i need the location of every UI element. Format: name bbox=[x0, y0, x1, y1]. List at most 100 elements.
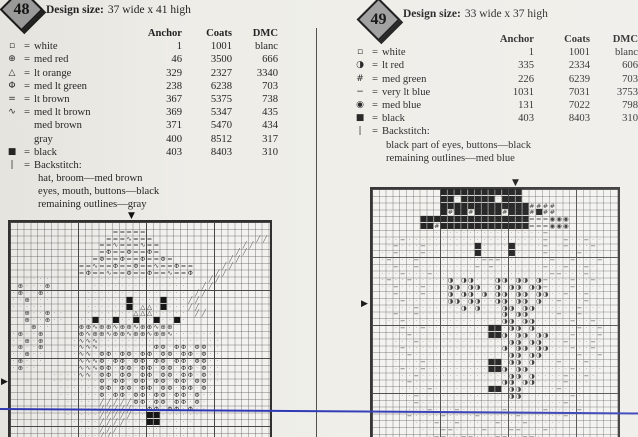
stitch-cell: · bbox=[524, 358, 527, 366]
stitch-cell: · bbox=[134, 302, 137, 311]
stitch-cell: · bbox=[449, 385, 452, 394]
stitch-cell: · bbox=[388, 249, 391, 258]
stitch-cell: · bbox=[60, 384, 63, 393]
stitch-cell: · bbox=[517, 235, 520, 244]
stitch-cell: · bbox=[121, 275, 124, 284]
stitch-cell: · bbox=[462, 235, 465, 244]
stitch-cell: · bbox=[155, 370, 158, 379]
stitch-cell: · bbox=[456, 276, 459, 285]
stitch-cell: ■ bbox=[453, 187, 462, 196]
stitch-cell: · bbox=[483, 405, 486, 414]
stitch-cell: = bbox=[119, 268, 126, 277]
stitch-cell: ◑ bbox=[515, 358, 522, 366]
stitch-cell: · bbox=[551, 405, 554, 414]
stitch-cell: · bbox=[578, 242, 581, 251]
stitch-cell: · bbox=[155, 425, 158, 433]
stitch-cell: · bbox=[483, 378, 486, 387]
stitch-cell: ■ bbox=[494, 200, 502, 210]
stitch-cell: · bbox=[26, 275, 29, 284]
stitch-cell: Φ bbox=[133, 397, 139, 406]
stitch-cell: · bbox=[415, 235, 418, 244]
stitch-cell: · bbox=[209, 391, 212, 399]
stitch-cell: = bbox=[139, 261, 146, 270]
stitch-cell: · bbox=[442, 378, 445, 387]
stitch-cell: Φ bbox=[146, 384, 153, 393]
stitch-cell: · bbox=[39, 350, 42, 359]
stitch-cell: · bbox=[564, 296, 567, 305]
stitch-cell: · bbox=[87, 391, 90, 399]
stitch-cell: ■ bbox=[474, 187, 482, 196]
stitch-cell: · bbox=[422, 392, 425, 400]
stitch-cell: · bbox=[80, 425, 83, 433]
stitch-cell: · bbox=[469, 371, 472, 380]
stitch-cell: · bbox=[496, 371, 499, 380]
stitch-cell: · bbox=[394, 276, 397, 285]
stitch-cell: · bbox=[66, 397, 69, 406]
stitch-cell: · bbox=[435, 344, 438, 353]
stitch-cell: = bbox=[133, 241, 139, 250]
stitch-cell: · bbox=[73, 370, 76, 379]
stitch-cell: · bbox=[394, 337, 397, 346]
stitch-cell: · bbox=[196, 329, 199, 338]
stitch-cell: · bbox=[422, 317, 425, 326]
stitch-cell: · bbox=[469, 317, 472, 326]
stitch-cell: · bbox=[408, 256, 411, 264]
stitch-cell: · bbox=[32, 289, 35, 297]
stitch-cell: · bbox=[571, 296, 574, 305]
stitch-cell: · bbox=[496, 249, 499, 258]
legend-row: ▫ = white 1 1001 blanc bbox=[352, 46, 638, 59]
stitch-cell: · bbox=[503, 371, 506, 380]
stitch-cell: · bbox=[428, 242, 431, 251]
stitch-cell: ╱ bbox=[99, 431, 104, 437]
stitch-cell: ⊕ bbox=[119, 323, 126, 331]
stitch-cell: · bbox=[394, 296, 397, 305]
stitch-cell: ■ bbox=[446, 221, 455, 230]
stitch-cell: ◑ bbox=[529, 283, 535, 292]
stitch-cell: Φ bbox=[180, 343, 187, 352]
stitch-cell: · bbox=[148, 397, 151, 406]
stitch-cell: · bbox=[449, 392, 452, 400]
stitch-cell: = bbox=[535, 215, 542, 224]
stitch-cell: − bbox=[563, 398, 569, 407]
stitch-cell: · bbox=[32, 302, 35, 311]
stitch-cell: · bbox=[592, 303, 595, 312]
stitch-cell: Φ bbox=[140, 384, 146, 393]
stitch-cell: − bbox=[447, 426, 454, 434]
stitch-cell: · bbox=[456, 290, 459, 298]
stitch-cell: ◑ bbox=[522, 290, 528, 298]
stitch-cell: · bbox=[435, 317, 438, 326]
stitch-cell: · bbox=[462, 398, 465, 407]
stitch-cell: ■ bbox=[173, 315, 181, 325]
stitch-cell: ■ bbox=[487, 357, 496, 366]
stitch-cell: ◑ bbox=[501, 276, 508, 285]
stitch-cell: = bbox=[146, 261, 153, 270]
stitch-cell: · bbox=[462, 296, 465, 305]
stitch-cell: ■ bbox=[146, 417, 154, 427]
stitch-cell: ◑ bbox=[508, 324, 515, 332]
stitch-cell: △ bbox=[140, 309, 146, 318]
stitch-cell: · bbox=[442, 385, 445, 394]
stitch-cell: · bbox=[483, 317, 486, 326]
stitch-cell: · bbox=[544, 392, 547, 400]
stitch-cell: · bbox=[39, 275, 42, 284]
stitch-cell: · bbox=[483, 432, 486, 437]
stitch-cell: · bbox=[530, 412, 533, 421]
stitch-cell: Φ bbox=[174, 397, 180, 406]
stitch-cell: − bbox=[386, 276, 392, 285]
stitch-cell: · bbox=[537, 324, 540, 332]
stitch-cell: ∿ bbox=[78, 357, 85, 365]
stitch-cell: · bbox=[428, 371, 431, 380]
stitch-cell: · bbox=[73, 336, 76, 345]
stitch-cell: · bbox=[26, 343, 29, 352]
stitch-cell: · bbox=[503, 242, 506, 251]
design-size-value: 33 wide x 37 high bbox=[464, 8, 548, 20]
stitch-cell: · bbox=[578, 364, 581, 373]
stitch-cell: · bbox=[401, 303, 404, 312]
stitch-cell: · bbox=[94, 275, 97, 284]
stitch-cell: − bbox=[583, 269, 590, 278]
stitch-cell: · bbox=[496, 412, 499, 421]
legend-eq: = bbox=[24, 67, 30, 79]
stitch-cell: ■ bbox=[508, 241, 516, 251]
stitch-cell: Φ bbox=[119, 391, 125, 399]
stitch-cell: · bbox=[87, 316, 90, 325]
